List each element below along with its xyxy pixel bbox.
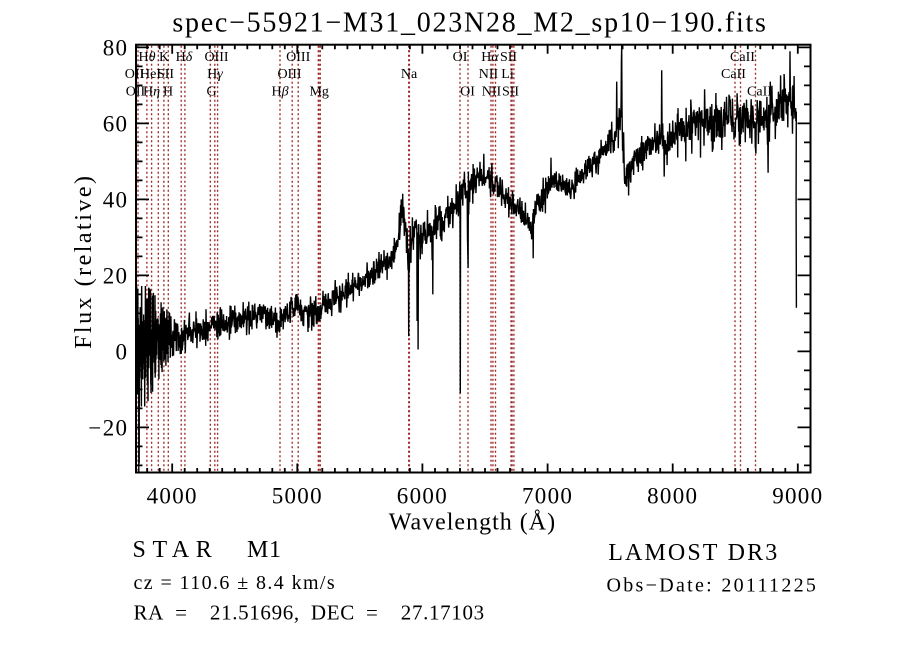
svg-text:9000: 9000	[772, 484, 823, 509]
svg-text:Flux (relative): Flux (relative)	[71, 173, 97, 348]
svg-text:LAMOST DR3: LAMOST DR3	[608, 540, 779, 566]
svg-text:CaII: CaII	[721, 67, 746, 82]
svg-text:RA = 21.51696, DEC = 27.1710: RA = 21.51696, DEC = 27.17103	[134, 601, 485, 625]
svg-text:Obs−Date: 20111225: Obs−Date: 20111225	[607, 575, 819, 597]
svg-text:8000: 8000	[647, 484, 698, 509]
svg-text:Hδ: Hδ	[176, 50, 193, 65]
svg-text:40: 40	[103, 187, 129, 212]
svg-text:NII: NII	[479, 67, 499, 82]
svg-text:20: 20	[103, 263, 129, 288]
svg-text:CaII: CaII	[747, 84, 772, 99]
svg-text:4000: 4000	[147, 484, 198, 509]
svg-text:SII: SII	[157, 67, 174, 82]
svg-text:60: 60	[103, 111, 129, 136]
svg-text:Mg: Mg	[309, 84, 328, 99]
svg-text:−20: −20	[88, 415, 128, 440]
svg-text:Hγ: Hγ	[207, 67, 223, 82]
svg-text:H: H	[163, 84, 173, 99]
svg-text:Hη: Hη	[143, 84, 160, 99]
svg-text:OII: OII	[126, 84, 146, 99]
svg-text:OI: OI	[460, 84, 475, 99]
svg-text:OIII: OIII	[286, 50, 310, 65]
svg-text:cz = 110.6 ± 8.4 km/s: cz = 110.6 ± 8.4 km/s	[134, 572, 337, 594]
svg-text:SII: SII	[502, 84, 519, 99]
svg-text:OII: OII	[125, 67, 145, 82]
svg-text:NII: NII	[482, 84, 502, 99]
svg-text:Wavelength (Å): Wavelength (Å)	[389, 510, 556, 536]
svg-text:G: G	[206, 84, 216, 99]
svg-text:5000: 5000	[272, 484, 323, 509]
svg-text:CaII: CaII	[730, 50, 755, 65]
svg-text:80: 80	[103, 35, 129, 60]
svg-text:Na: Na	[401, 67, 418, 82]
svg-text:M1: M1	[247, 537, 282, 563]
svg-text:K: K	[159, 50, 169, 65]
svg-text:Li: Li	[501, 67, 514, 82]
svg-text:OI: OI	[453, 50, 468, 65]
svg-text:0: 0	[115, 339, 128, 364]
svg-text:7000: 7000	[522, 484, 573, 509]
svg-text:STAR: STAR	[133, 537, 219, 563]
svg-text:spec−55921−M31_023N28_M2_sp10−: spec−55921−M31_023N28_M2_sp10−190.fits	[172, 8, 767, 39]
svg-text:Hβ: Hβ	[271, 84, 288, 99]
svg-text:Hθ: Hθ	[138, 50, 155, 65]
svg-text:SII: SII	[500, 50, 517, 65]
svg-text:OIII: OIII	[277, 67, 301, 82]
svg-text:HeI: HeI	[140, 67, 161, 82]
svg-text:Hα: Hα	[481, 50, 499, 65]
svg-text:OIII: OIII	[204, 50, 228, 65]
svg-text:6000: 6000	[397, 484, 448, 509]
